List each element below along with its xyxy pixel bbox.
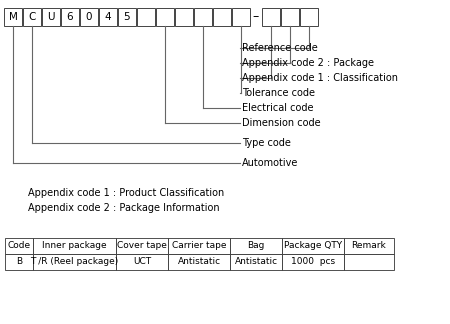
Text: 0: 0 bbox=[86, 12, 92, 22]
Text: Remark: Remark bbox=[351, 241, 387, 250]
Bar bbox=[61, 8, 79, 26]
Bar bbox=[33, 238, 116, 254]
Text: Cover tape: Cover tape bbox=[117, 241, 167, 250]
Bar bbox=[33, 254, 116, 270]
Text: Type code: Type code bbox=[242, 138, 291, 148]
Bar bbox=[281, 8, 299, 26]
Bar bbox=[168, 238, 230, 254]
Text: B: B bbox=[16, 258, 22, 267]
Bar bbox=[230, 238, 282, 254]
Bar bbox=[23, 8, 41, 26]
Text: Antistatic: Antistatic bbox=[234, 258, 278, 267]
Bar bbox=[300, 8, 318, 26]
Text: C: C bbox=[28, 12, 36, 22]
Text: –: – bbox=[253, 10, 259, 24]
Bar bbox=[5, 254, 33, 270]
Bar bbox=[5, 238, 33, 254]
Bar bbox=[194, 8, 212, 26]
Text: 5: 5 bbox=[124, 12, 130, 22]
Text: Electrical code: Electrical code bbox=[242, 103, 314, 113]
Bar bbox=[282, 254, 344, 270]
Bar bbox=[344, 254, 394, 270]
Bar bbox=[230, 254, 282, 270]
Bar bbox=[156, 8, 174, 26]
Text: Dimension code: Dimension code bbox=[242, 118, 320, 128]
Bar bbox=[168, 254, 230, 270]
Text: Appendix code 1 : Product Classification: Appendix code 1 : Product Classification bbox=[28, 188, 224, 198]
Text: 6: 6 bbox=[67, 12, 73, 22]
Text: Automotive: Automotive bbox=[242, 158, 298, 168]
Text: Appendix code 1 : Classification: Appendix code 1 : Classification bbox=[242, 73, 398, 83]
Text: Bag: Bag bbox=[248, 241, 265, 250]
Bar bbox=[213, 8, 231, 26]
Text: Package QTY: Package QTY bbox=[284, 241, 342, 250]
Bar bbox=[99, 8, 117, 26]
Text: Reference code: Reference code bbox=[242, 43, 318, 53]
Text: Antistatic: Antistatic bbox=[177, 258, 220, 267]
Text: Tolerance code: Tolerance code bbox=[242, 88, 315, 98]
Bar bbox=[118, 8, 136, 26]
Bar bbox=[116, 238, 168, 254]
Text: Code: Code bbox=[8, 241, 31, 250]
Bar bbox=[232, 8, 250, 26]
Text: M: M bbox=[9, 12, 18, 22]
Bar bbox=[344, 238, 394, 254]
Text: U: U bbox=[47, 12, 55, 22]
Bar bbox=[262, 8, 280, 26]
Text: Inner package: Inner package bbox=[42, 241, 107, 250]
Bar bbox=[282, 238, 344, 254]
Text: UCT: UCT bbox=[133, 258, 151, 267]
Bar bbox=[175, 8, 193, 26]
Text: Carrier tape: Carrier tape bbox=[172, 241, 226, 250]
Text: 4: 4 bbox=[105, 12, 111, 22]
Text: 1000  pcs: 1000 pcs bbox=[291, 258, 335, 267]
Text: Appendix code 2 : Package Information: Appendix code 2 : Package Information bbox=[28, 203, 220, 213]
Text: T /R (Reel package): T /R (Reel package) bbox=[31, 258, 119, 267]
Bar bbox=[137, 8, 155, 26]
Bar bbox=[4, 8, 22, 26]
Bar bbox=[42, 8, 60, 26]
Bar bbox=[116, 254, 168, 270]
Text: Appendix code 2 : Package: Appendix code 2 : Package bbox=[242, 58, 374, 68]
Bar bbox=[80, 8, 98, 26]
